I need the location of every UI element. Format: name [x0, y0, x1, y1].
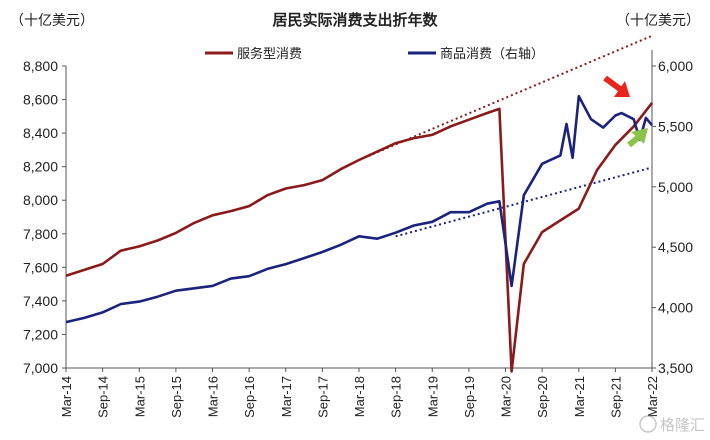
x-tick-label: Mar-14	[59, 376, 74, 417]
services-consumption-line	[65, 102, 654, 373]
x-tick-label: Sep-19	[462, 376, 477, 418]
x-tick-label: Mar-16	[206, 376, 221, 417]
y-left-tick-label: 8,200	[23, 159, 58, 175]
y-right-tick-label: 3,500	[658, 360, 693, 376]
x-tick-label: Sep-21	[608, 376, 623, 418]
axes: 7,000 7,200 7,400 7,600 7,800 8,000 8,200 8,400…	[23, 50, 693, 418]
watermark-text: 格隆汇	[660, 417, 705, 434]
legend-services-label: 服务型消费	[237, 46, 302, 61]
chart-title: 居民实际消费支出折年数	[272, 11, 438, 29]
y-left-tick-label: 7,600	[23, 259, 58, 275]
y-left-tick-label: 7,000	[23, 360, 58, 376]
x-tick-label: Mar-18	[352, 376, 367, 417]
trend-lines	[358, 34, 653, 238]
annotation-arrows	[603, 75, 648, 148]
y-left-tick-label: 8,400	[23, 125, 58, 141]
x-tick-label: Sep-18	[389, 376, 404, 418]
y-right-tick-label: 4,000	[658, 300, 693, 316]
y-left-tick-label: 8,000	[23, 192, 58, 208]
red-arrow-shaft	[603, 75, 622, 92]
goods-consumption-line	[65, 94, 653, 324]
x-tick-label: Sep-16	[242, 376, 257, 418]
y-left-tick-label: 7,400	[23, 293, 58, 309]
x-tick-label: Sep-20	[535, 376, 550, 418]
trend-line-1	[358, 34, 653, 161]
y-left-tick-label: 7,800	[23, 226, 58, 242]
red-arrow-head	[614, 81, 630, 97]
watermark-logo-icon	[639, 415, 657, 433]
x-tick-label: Mar-15	[132, 376, 147, 417]
y-left-tick-label: 8,800	[23, 58, 58, 74]
series-lines	[65, 94, 654, 373]
y-right-tick-label: 6,000	[658, 58, 693, 74]
y-left-tick-label: 8,600	[23, 92, 58, 108]
green-arrow-head	[631, 128, 648, 144]
y-right-tick-label: 4,500	[658, 239, 693, 255]
right-axis-unit: （十亿美元）	[616, 12, 700, 28]
legend: 服务型消费 商品消费（右轴）	[205, 46, 544, 61]
y-right-tick-label: 5,000	[658, 179, 693, 195]
left-axis-unit: （十亿美元）	[10, 12, 94, 28]
y-left-tick-label: 7,200	[23, 326, 58, 342]
trend-line-2	[395, 166, 653, 238]
green-arrow-shaft	[627, 134, 641, 148]
x-tick-label: Sep-17	[315, 376, 330, 418]
x-tick-label: Mar-21	[572, 376, 587, 417]
x-tick-label: Sep-15	[169, 376, 184, 418]
x-tick-label: Mar-17	[279, 376, 294, 417]
x-tick-label: Mar-19	[425, 376, 440, 417]
x-tick-label: Mar-20	[499, 376, 514, 417]
watermark: 格隆汇	[639, 415, 705, 434]
x-tick-label: Mar-22	[645, 376, 660, 417]
legend-goods-label: 商品消费（右轴）	[440, 46, 544, 61]
x-tick-label: Sep-14	[96, 376, 111, 418]
y-right-tick-label: 5,500	[658, 118, 693, 134]
